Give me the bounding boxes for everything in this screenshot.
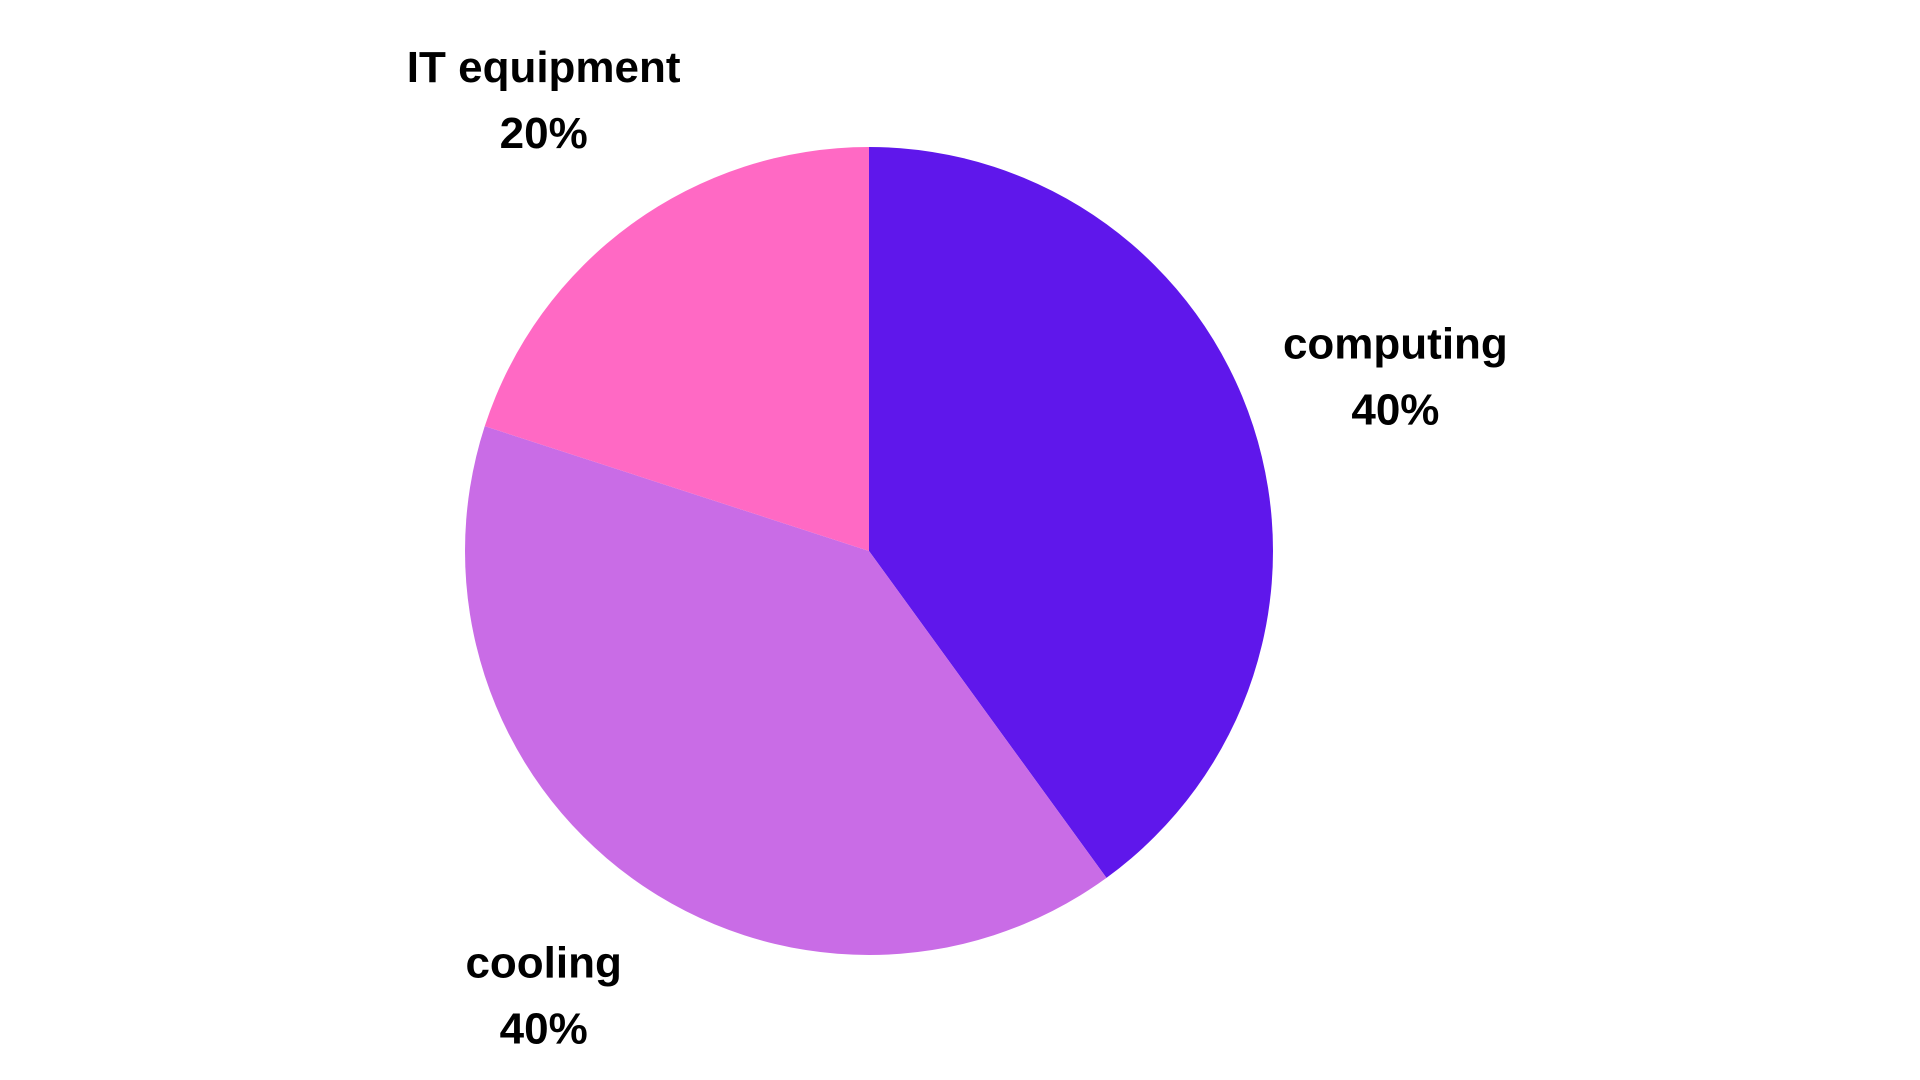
slice-value-label: 40% <box>500 1004 588 1053</box>
pie-slice <box>869 147 1274 878</box>
slice-value-label: 20% <box>500 109 588 158</box>
slice-label: cooling <box>465 938 621 987</box>
pie-slice <box>484 147 869 551</box>
pie-slice <box>464 426 1107 956</box>
slice-label: IT equipment <box>407 43 681 92</box>
slice-label: computing <box>1283 320 1508 369</box>
slice-value-label: 40% <box>1351 386 1439 435</box>
